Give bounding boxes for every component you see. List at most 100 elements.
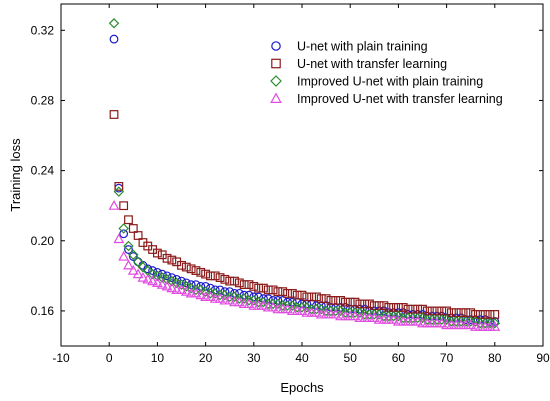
data-point <box>489 317 501 329</box>
y-tick-label: 0.28 <box>31 93 55 107</box>
data-point <box>114 182 124 191</box>
x-tick-label: 80 <box>488 351 502 365</box>
data-point <box>172 274 182 284</box>
data-point <box>128 249 139 261</box>
data-point <box>132 268 144 279</box>
data-point <box>177 260 186 270</box>
data-point <box>436 314 448 325</box>
data-point <box>148 266 157 275</box>
data-point <box>127 264 139 275</box>
data-point <box>123 240 134 252</box>
data-point <box>225 276 235 286</box>
data-point <box>220 274 230 284</box>
data-point <box>124 215 133 225</box>
data-point <box>258 300 269 310</box>
data-point <box>296 302 308 313</box>
data-point <box>230 276 239 286</box>
data-point <box>190 287 202 298</box>
data-point <box>378 310 390 322</box>
data-point <box>320 305 332 317</box>
data-point <box>191 266 201 275</box>
data-point <box>291 302 303 313</box>
data-point <box>243 298 255 309</box>
data-point <box>267 298 279 310</box>
data-point <box>109 110 119 119</box>
data-point <box>143 264 153 274</box>
data-point <box>282 303 293 314</box>
data-point <box>151 277 163 287</box>
data-point <box>128 252 138 261</box>
data-point <box>214 289 226 301</box>
data-point <box>312 292 321 302</box>
legend-label: Improved U-net with plain training <box>297 75 483 89</box>
legend: U-net with plain training U-net with tran… <box>270 40 503 106</box>
legend-label: U-net with plain training <box>297 40 428 54</box>
data-point <box>206 271 215 281</box>
data-point <box>123 259 134 270</box>
x-axis-label: Epochs <box>280 380 324 395</box>
x-tick-label: 50 <box>344 351 358 365</box>
data-point <box>277 300 288 311</box>
plot-frame <box>60 3 544 347</box>
data-point <box>325 305 337 317</box>
data-point <box>471 310 480 319</box>
data-point <box>224 291 235 303</box>
data-point <box>412 315 424 326</box>
data-point <box>118 250 130 261</box>
y-tick-label: 0.32 <box>31 23 55 37</box>
data-point <box>489 321 501 331</box>
data-point <box>296 305 308 316</box>
data-point <box>484 317 496 329</box>
data-point <box>234 278 244 288</box>
x-tick-label: 0 <box>106 351 113 365</box>
data-point <box>397 312 409 324</box>
data-point <box>254 283 264 293</box>
data-point <box>273 287 283 297</box>
data-point <box>412 312 423 324</box>
data-point <box>132 256 144 268</box>
data-point <box>278 287 288 297</box>
data-point <box>249 281 259 291</box>
x-tick-label: 40 <box>295 351 309 365</box>
data-point <box>113 186 125 197</box>
x-tick-label: -10 <box>52 351 70 365</box>
data-point <box>465 319 477 330</box>
data-point <box>118 223 129 234</box>
data-point <box>340 307 351 318</box>
legend-marker <box>271 58 281 69</box>
data-point <box>344 307 356 318</box>
data-point <box>234 293 245 304</box>
data-point <box>349 310 361 321</box>
y-tick-label: 0.24 <box>31 164 55 178</box>
series-2 <box>109 110 500 319</box>
data-point <box>161 280 173 291</box>
data-point <box>302 292 312 302</box>
data-point <box>153 248 162 258</box>
x-tick-label: 70 <box>440 351 454 365</box>
data-point <box>307 292 317 302</box>
data-point <box>162 253 172 263</box>
data-point <box>166 282 178 293</box>
data-point <box>465 316 476 327</box>
data-point <box>330 308 342 319</box>
data-point <box>460 316 472 327</box>
data-point <box>119 201 129 211</box>
data-point <box>359 309 370 320</box>
data-point <box>113 233 125 244</box>
data-point <box>292 290 302 300</box>
data-point <box>297 290 307 300</box>
x-tick-label: 10 <box>151 351 165 365</box>
data-point <box>108 18 120 29</box>
data-point <box>137 271 149 282</box>
data-point <box>137 261 149 273</box>
data-point <box>436 317 448 328</box>
series-3 <box>108 18 501 329</box>
data-point <box>407 312 419 324</box>
data-point <box>475 317 486 329</box>
data-point <box>108 200 120 210</box>
legend-label: Improved U-net with transfer learning <box>297 92 503 106</box>
data-point <box>287 288 297 298</box>
data-point <box>379 301 389 311</box>
data-point <box>195 289 207 300</box>
